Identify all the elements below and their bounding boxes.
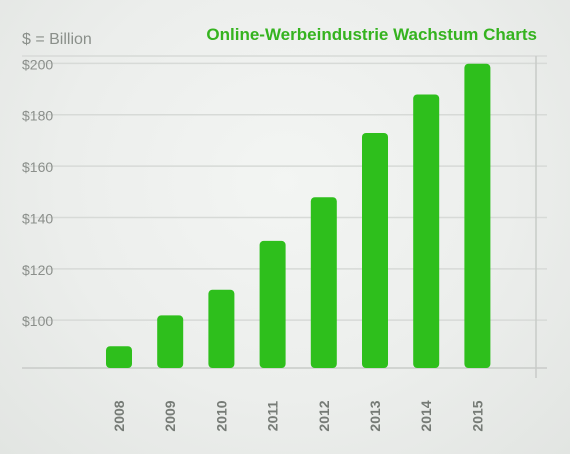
- y-tick-label: $100: [22, 313, 53, 329]
- y-tick-label: $200: [22, 56, 53, 72]
- x-axis-ticks: 2008 2009 2010 2011 2012 2013 2014 2015: [111, 400, 485, 431]
- x-tick-label: 2015: [469, 400, 485, 431]
- chart-title: Online-Werbeindustrie Wachstum Charts: [206, 25, 537, 44]
- bar-2013: [362, 133, 388, 368]
- y-tick-label: $160: [22, 159, 53, 175]
- bar-2012: [310, 197, 337, 368]
- bar-2014: [413, 94, 440, 368]
- x-tick-label: 2014: [418, 400, 434, 431]
- bar-2010: [208, 289, 235, 368]
- x-tick-label: 2008: [111, 400, 127, 431]
- y-tick-label: $140: [22, 211, 53, 227]
- bar-2009: [157, 315, 184, 368]
- bar-2015: [464, 63, 491, 368]
- y-tick-label: $120: [22, 262, 53, 278]
- unit-label: $ = Billion: [22, 31, 92, 48]
- bar-2008: [106, 346, 132, 368]
- x-tick-label: 2009: [162, 400, 178, 431]
- axis-layer: [22, 56, 547, 378]
- x-tick-label: 2010: [213, 400, 229, 431]
- y-tick-label: $180: [22, 108, 53, 124]
- x-tick-label: 2012: [316, 400, 332, 431]
- x-tick-label: 2011: [265, 401, 281, 432]
- bar-2011: [259, 240, 286, 368]
- bar-layer: [106, 63, 491, 368]
- y-axis-ticks: $100 $120 $140 $160 $180 $200: [22, 56, 53, 329]
- x-tick-label: 2013: [367, 400, 383, 431]
